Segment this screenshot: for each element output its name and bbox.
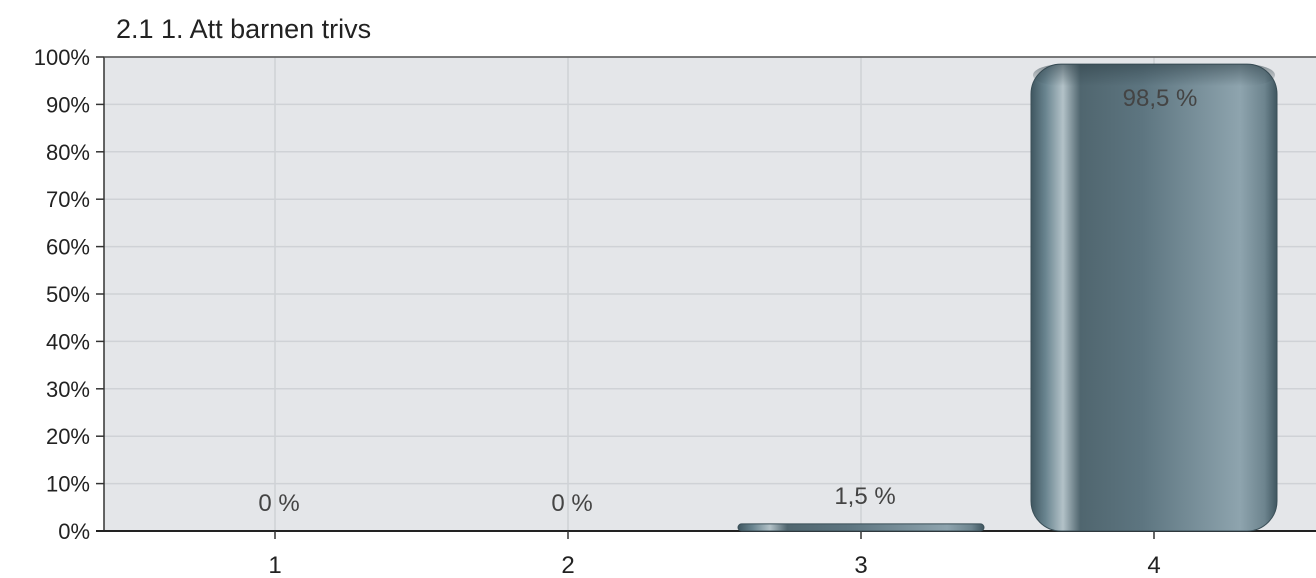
bar-value-label: 1,5 % xyxy=(834,483,895,510)
y-tick-label: 0% xyxy=(58,519,90,544)
y-axis: 0% 10% 20% 30% 40% 50% 60% 70% 80% 90% 100% xyxy=(34,45,1316,544)
bar-value-label: 98,5 % xyxy=(1123,85,1198,112)
y-tick-label: 30% xyxy=(46,377,90,402)
bar-value-label: 0 % xyxy=(258,490,299,517)
y-tick-label: 60% xyxy=(46,235,90,260)
bar-top-shade xyxy=(1033,64,1275,87)
chart-title: 2.1 1. Att barnen trivs xyxy=(116,14,371,44)
data-labels: 0 % 0 % 1,5 % 98,5 % xyxy=(258,85,1197,517)
bar-value-label: 0 % xyxy=(551,490,592,517)
bar-body xyxy=(737,523,985,532)
bar-body xyxy=(1030,63,1278,532)
y-tick-label: 70% xyxy=(46,187,90,212)
x-axis: 1 2 3 4 xyxy=(96,530,1316,578)
bar xyxy=(1030,63,1278,532)
x-tick-label: 4 xyxy=(1147,552,1160,578)
bar xyxy=(737,523,985,532)
x-tick-label: 3 xyxy=(854,552,867,578)
x-tick-label: 1 xyxy=(268,552,281,578)
y-tick-label: 20% xyxy=(46,424,90,449)
y-tick-label: 40% xyxy=(46,329,90,354)
x-tick-label: 2 xyxy=(561,552,574,578)
bars xyxy=(737,63,1278,532)
y-tick-label: 80% xyxy=(46,140,90,165)
y-tick-label: 10% xyxy=(46,472,90,497)
y-tick-label: 50% xyxy=(46,282,90,307)
y-tick-label: 100% xyxy=(34,45,90,70)
y-tick-label: 90% xyxy=(46,92,90,117)
